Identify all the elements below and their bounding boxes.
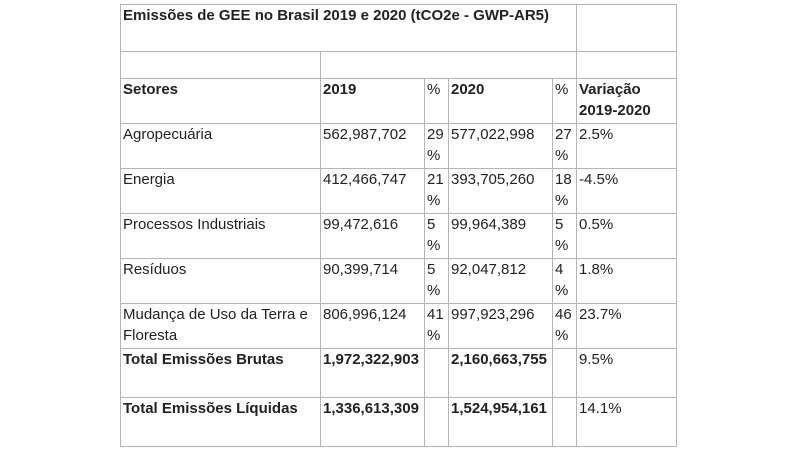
value-2020-cell: 997,923,296 bbox=[448, 303, 553, 349]
header-pct-2019: % bbox=[424, 78, 449, 124]
variation-cell: 0.5% bbox=[576, 213, 677, 259]
spacer-row bbox=[120, 51, 677, 79]
total-2019-cell: 1,972,322,903 bbox=[320, 348, 425, 398]
table-row: Processos Industriais 99,472,616 5% 99,9… bbox=[120, 213, 677, 259]
value-2020-cell: 577,022,998 bbox=[448, 123, 553, 169]
value-2019-cell: 412,466,747 bbox=[320, 168, 425, 214]
value-2019-cell: 99,472,616 bbox=[320, 213, 425, 259]
empty-cell bbox=[320, 51, 577, 79]
empty-cell bbox=[552, 397, 577, 447]
table-row: Agropecuária 562,987,702 29 % 577,022,99… bbox=[120, 123, 677, 169]
header-row: Setores 2019 % 2020 % Variação 2019-2020 bbox=[120, 78, 677, 124]
pct-2019-cell: 29 % bbox=[424, 123, 449, 169]
table-row: Resíduos 90,399,714 5% 92,047,812 4% 1.8… bbox=[120, 258, 677, 304]
variation-cell: 1.8% bbox=[576, 258, 677, 304]
pct-2020-cell: 46 % bbox=[552, 303, 577, 349]
pct-2019-cell: 5% bbox=[424, 258, 449, 304]
empty-cell bbox=[576, 51, 677, 79]
pct-2019-cell: 21 % bbox=[424, 168, 449, 214]
total-label: Total Emissões Brutas bbox=[120, 348, 321, 398]
total-2020-cell: 2,160,663,755 bbox=[448, 348, 553, 398]
empty-cell bbox=[424, 348, 449, 398]
sector-cell: Mudança de Uso da Terra e Floresta bbox=[120, 303, 321, 349]
sector-cell: Processos Industriais bbox=[120, 213, 321, 259]
total-label: Total Emissões Líquidas bbox=[120, 397, 321, 447]
variation-cell: -4.5% bbox=[576, 168, 677, 214]
header-2020: 2020 bbox=[448, 78, 553, 124]
pct-2020-cell: 18 % bbox=[552, 168, 577, 214]
total-variation-cell: 14.1% bbox=[576, 397, 677, 447]
value-2019-cell: 90,399,714 bbox=[320, 258, 425, 304]
total-2019-cell: 1,336,613,309 bbox=[320, 397, 425, 447]
title-row: Emissões de GEE no Brasil 2019 e 2020 (t… bbox=[120, 4, 677, 52]
variation-cell: 2.5% bbox=[576, 123, 677, 169]
total-variation-cell: 9.5% bbox=[576, 348, 677, 398]
value-2019-cell: 562,987,702 bbox=[320, 123, 425, 169]
pct-2020-cell: 5% bbox=[552, 213, 577, 259]
table-title: Emissões de GEE no Brasil 2019 e 2020 (t… bbox=[120, 4, 577, 52]
total-2020-cell: 1,524,954,161 bbox=[448, 397, 553, 447]
pct-2020-cell: 4% bbox=[552, 258, 577, 304]
value-2019-cell: 806,996,124 bbox=[320, 303, 425, 349]
pct-2020-cell: 27 % bbox=[552, 123, 577, 169]
value-2020-cell: 92,047,812 bbox=[448, 258, 553, 304]
header-sector: Setores bbox=[120, 78, 321, 124]
total-row: Total Emissões Brutas 1,972,322,903 2,16… bbox=[120, 348, 677, 398]
pct-2019-cell: 41 % bbox=[424, 303, 449, 349]
empty-cell bbox=[552, 348, 577, 398]
value-2020-cell: 99,964,389 bbox=[448, 213, 553, 259]
total-row: Total Emissões Líquidas 1,336,613,309 1,… bbox=[120, 397, 677, 447]
table-row: Energia 412,466,747 21 % 393,705,260 18 … bbox=[120, 168, 677, 214]
header-pct-2020: % bbox=[552, 78, 577, 124]
empty-cell bbox=[424, 397, 449, 447]
empty-cell bbox=[576, 4, 677, 52]
emissions-table: Emissões de GEE no Brasil 2019 e 2020 (t… bbox=[120, 4, 677, 447]
variation-cell: 23.7% bbox=[576, 303, 677, 349]
sector-cell: Energia bbox=[120, 168, 321, 214]
header-variation: Variação 2019-2020 bbox=[576, 78, 677, 124]
sector-cell: Resíduos bbox=[120, 258, 321, 304]
table-row: Mudança de Uso da Terra e Floresta 806,9… bbox=[120, 303, 677, 349]
pct-2019-cell: 5% bbox=[424, 213, 449, 259]
value-2020-cell: 393,705,260 bbox=[448, 168, 553, 214]
header-2019: 2019 bbox=[320, 78, 425, 124]
sector-cell: Agropecuária bbox=[120, 123, 321, 169]
empty-cell bbox=[120, 51, 321, 79]
